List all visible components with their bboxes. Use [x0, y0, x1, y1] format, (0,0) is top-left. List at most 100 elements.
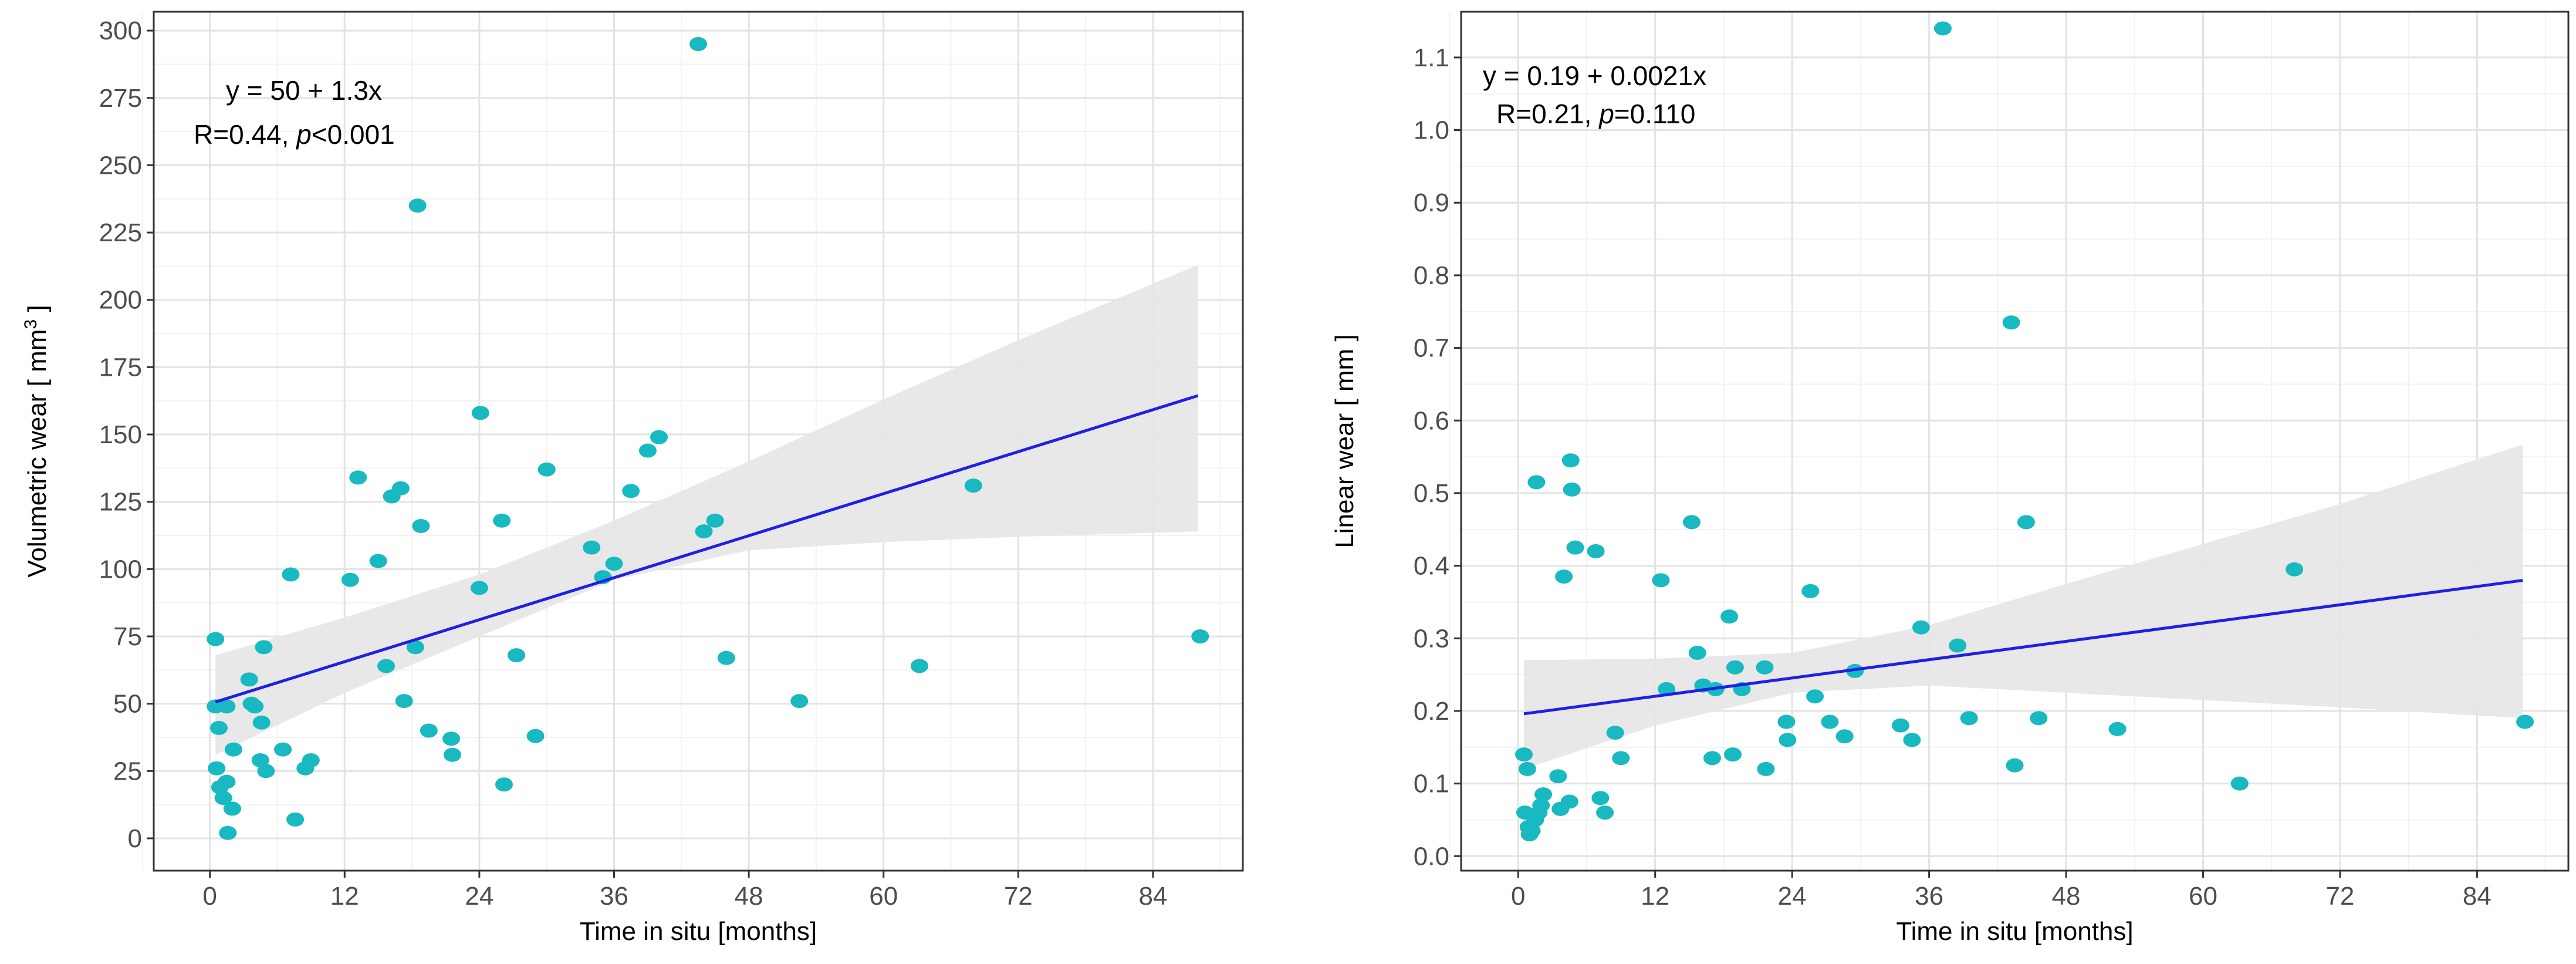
- x-tick-label: 84: [1138, 882, 1167, 911]
- data-point: [1903, 733, 1921, 747]
- volumetric-wear-panel: 0 12 24 36 48 60 72 84 0 25 50 75 100 125 150 175 200 225…: [21, 11, 1244, 946]
- y-tick-label: 75: [113, 622, 142, 651]
- data-point: [583, 540, 601, 555]
- data-point: [274, 742, 292, 757]
- data-point: [408, 198, 427, 213]
- p-symbol: p: [295, 119, 312, 150]
- x-tick-label: 24: [1778, 882, 1807, 911]
- x-tick-label: 84: [2463, 882, 2492, 911]
- x-tick-label: 24: [465, 882, 493, 911]
- data-point: [1726, 660, 1744, 675]
- data-point: [255, 640, 273, 655]
- data-point: [964, 478, 982, 493]
- y-tick-label: 1.0: [1414, 116, 1449, 145]
- y-tick-label: 300: [99, 16, 142, 45]
- data-point: [1534, 787, 1553, 802]
- y-tick-label: 225: [99, 218, 142, 247]
- data-point: [508, 648, 526, 663]
- regression-equation: y = 50 + 1.3x: [226, 75, 382, 106]
- y-tick-label: 0.7: [1414, 334, 1449, 363]
- y-axis-title-main: Volumetric wear [ mm: [23, 329, 52, 578]
- y-axis-title-end: ]: [23, 305, 52, 319]
- data-point: [1549, 769, 1567, 784]
- data-point: [218, 699, 236, 714]
- data-point: [1515, 747, 1533, 762]
- correlation-stats: R=0.44, p<0.001: [194, 119, 395, 150]
- x-axis-title: Time in situ [months]: [580, 917, 817, 946]
- data-point: [2230, 776, 2249, 791]
- data-point: [1757, 761, 1775, 776]
- y-tick-label: 0.5: [1414, 479, 1449, 508]
- data-point: [1527, 475, 1546, 490]
- plot-frame: [1460, 11, 2570, 872]
- data-point: [341, 572, 359, 587]
- data-point: [218, 774, 236, 789]
- y-axis-title-main: Linear wear [ mm ]: [1330, 334, 1359, 548]
- y-tick-label: 0.2: [1414, 697, 1449, 726]
- data-point: [2516, 714, 2534, 729]
- data-point: [1612, 751, 1630, 766]
- data-point: [223, 801, 241, 816]
- data-point: [1587, 544, 1605, 558]
- x-tick-label: 0: [1511, 882, 1525, 911]
- data-point: [209, 720, 228, 735]
- data-point: [2017, 515, 2035, 530]
- data-point: [406, 640, 424, 655]
- data-point: [1720, 609, 1739, 624]
- data-point: [257, 764, 275, 778]
- x-tick-label: 60: [2189, 882, 2217, 911]
- y-tick-label: 125: [99, 488, 142, 517]
- data-point: [391, 481, 410, 496]
- y-tick-label: 0.0: [1414, 842, 1449, 871]
- correlation-r: R=0.21,: [1496, 99, 1599, 129]
- x-tick-label: 0: [202, 882, 217, 911]
- data-point: [2030, 711, 2048, 726]
- data-point: [1960, 711, 1978, 726]
- y-tick-label: 250: [99, 151, 142, 180]
- data-point: [1560, 794, 1578, 809]
- data-point: [1191, 629, 1209, 643]
- y-tick-label: 150: [99, 420, 142, 449]
- data-point: [282, 567, 300, 582]
- y-tick-label: 175: [99, 353, 142, 382]
- data-point: [470, 581, 488, 595]
- data-point: [1591, 791, 1610, 805]
- data-point: [526, 729, 545, 743]
- x-tick-label: 60: [869, 882, 898, 911]
- regression-line: [1523, 579, 2523, 716]
- data-point: [695, 524, 713, 539]
- data-point: [2286, 562, 2304, 577]
- correlation-r: R=0.44,: [194, 119, 296, 150]
- data-point: [2006, 758, 2024, 773]
- data-point: [349, 470, 367, 485]
- data-point: [910, 659, 928, 673]
- confidence-band: [1523, 444, 2523, 769]
- data-point: [369, 554, 387, 568]
- data-point: [1596, 805, 1614, 820]
- data-point: [1777, 714, 1796, 729]
- y-tick-label: 0.4: [1414, 552, 1449, 581]
- plot-frame: [153, 11, 1244, 872]
- data-point: [240, 672, 258, 687]
- data-point: [638, 443, 657, 458]
- data-point: [1835, 729, 1854, 744]
- data-point: [1606, 726, 1624, 740]
- data-point: [605, 557, 623, 571]
- p-value: <0.001: [312, 119, 395, 150]
- data-point: [471, 406, 489, 420]
- data-point: [2108, 722, 2127, 736]
- y-tick-label: 0.3: [1414, 624, 1449, 653]
- data-point: [1756, 660, 1774, 675]
- data-point: [395, 694, 413, 709]
- y-tick-label: 0: [128, 824, 142, 853]
- data-point: [251, 753, 269, 767]
- y-tick-label: 0.9: [1414, 188, 1449, 217]
- data-point: [1949, 638, 1967, 653]
- data-point: [1779, 733, 1797, 747]
- data-point: [493, 513, 511, 528]
- y-tick-label: 25: [113, 757, 142, 786]
- data-point: [1933, 21, 1952, 36]
- p-value: =0.110: [1614, 99, 1696, 129]
- x-tick-label: 36: [1915, 882, 1943, 911]
